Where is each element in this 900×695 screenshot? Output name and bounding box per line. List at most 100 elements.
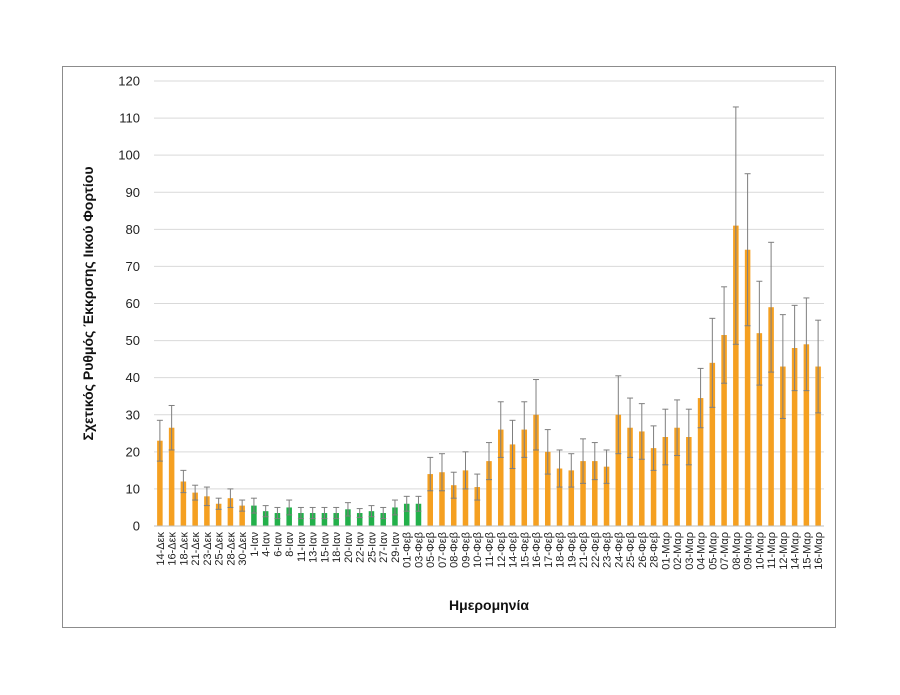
bars [157, 225, 821, 526]
bar [462, 470, 469, 526]
bar [592, 461, 598, 526]
bar [603, 466, 610, 526]
x-tick-label: 01-Μαρ [660, 532, 672, 570]
x-tick-label: 21-Φεβ [578, 532, 590, 568]
x-tick-label: 09-Φεβ [460, 532, 472, 568]
bar [650, 448, 657, 526]
x-tick-label: 08-Μαρ [731, 532, 743, 570]
x-tick-label: 11-Φεβ [484, 532, 496, 567]
error-bar [168, 404, 175, 451]
x-tick-label: 22-Φεβ [590, 532, 602, 568]
bar [345, 509, 351, 526]
x-tick-label: 18-Δεκ [178, 532, 190, 566]
bar [298, 513, 304, 526]
bar [309, 513, 316, 526]
gridlines [154, 80, 824, 490]
x-tick-label: 25-Ιαν [366, 532, 378, 563]
error-bar [262, 505, 269, 518]
bar [521, 429, 528, 526]
bar [486, 461, 492, 526]
error-bar [662, 408, 669, 466]
bar [697, 398, 704, 526]
error-bar [309, 506, 316, 520]
bar [474, 487, 481, 526]
y-axis-title: Σχετικός Ρυθμός Έκκρισης Ιικού Φορτίου [80, 167, 96, 441]
error-bar [803, 297, 810, 392]
error-bar [415, 495, 422, 512]
x-tick-label: 14-Φεβ [508, 532, 520, 568]
error-bar [638, 403, 645, 460]
x-tick-label: 11-Μαρ [766, 532, 778, 569]
error-bar [521, 401, 528, 458]
x-tick-label: 12-Φεβ [496, 532, 508, 568]
bar [227, 498, 234, 526]
bar [497, 429, 504, 526]
error-bar [321, 506, 328, 520]
error-bar [721, 286, 728, 384]
error-bar [438, 453, 445, 492]
bar [674, 427, 680, 526]
x-tick-label: 25-Δεκ [214, 532, 226, 566]
x-tick-label: 27-Ιαν [378, 532, 390, 563]
error-bar [603, 449, 610, 484]
error-bar [286, 499, 293, 516]
x-tick-label: 18-Ιαν [331, 532, 343, 563]
error-bar [239, 499, 246, 512]
x-tick-label: 11-Ιαν [296, 532, 308, 562]
error-bar [403, 495, 410, 512]
bar [321, 513, 328, 526]
bar [556, 468, 563, 526]
x-tick-label: 03-Φεβ [413, 532, 425, 568]
x-tick-label: 14-Δεκ [155, 532, 167, 566]
x-axis-title: Ημερομηνία [449, 597, 529, 613]
error-bar [591, 442, 598, 481]
error-bar [744, 173, 751, 327]
x-tick-label: 15-Μαρ [801, 532, 813, 570]
x-tick-label: 01-Φεβ [402, 532, 414, 568]
x-tick-label: 16-Μαρ [813, 532, 825, 570]
y-tick-label: 110 [119, 111, 140, 126]
bar [368, 511, 375, 526]
x-tick-label: 19-Φεβ [566, 532, 578, 568]
error-bar [580, 438, 587, 484]
y-tick-label: 10 [126, 481, 140, 496]
bar [686, 437, 692, 526]
error-bar [250, 497, 257, 514]
x-tick-label: 30-Δεκ [237, 532, 249, 566]
bar [509, 444, 516, 526]
error-bar [756, 280, 763, 386]
bar [180, 481, 187, 526]
error-bar [391, 499, 398, 516]
x-tick-label: 23-Δεκ [202, 532, 214, 566]
y-tick-label: 90 [126, 185, 140, 200]
x-tick-label: 8-Ιαν [284, 532, 296, 557]
bar [662, 437, 669, 526]
error-bar [227, 488, 234, 508]
y-tick-label: 70 [126, 259, 140, 274]
y-tick-labels: 0 10 20 30 40 50 60 70 80 90 100 110 120 [118, 74, 140, 534]
x-tick-label: 28-Φεβ [649, 532, 661, 568]
error-bars [156, 106, 822, 520]
x-tick-label: 24-Φεβ [613, 532, 625, 568]
x-tick-label: 13-Ιαν [308, 532, 320, 563]
error-bar [368, 505, 375, 518]
error-bar [497, 401, 504, 458]
bar [403, 503, 410, 526]
bar [803, 344, 810, 526]
error-bar [533, 379, 540, 451]
y-tick-label: 120 [118, 74, 140, 89]
y-tick-label: 60 [126, 296, 140, 311]
x-tick-label: 17-Φεβ [543, 532, 555, 568]
bar [286, 507, 292, 526]
x-tick-label: 25-Φεβ [625, 532, 637, 568]
y-tick-label: 30 [126, 407, 140, 422]
x-tick-labels: 14-Δεκ 16-Δεκ 18-Δεκ 21-Δεκ 23-Δεκ 25-Δεκ 28-Δ… [155, 532, 825, 570]
x-tick-label: 16-Δεκ [167, 532, 179, 566]
x-tick-label: 26-Φεβ [637, 532, 649, 568]
error-bar [427, 456, 434, 492]
bar [533, 414, 539, 526]
bar [427, 474, 433, 526]
bar [392, 507, 398, 526]
error-bar [779, 314, 786, 419]
error-bar [215, 497, 222, 510]
